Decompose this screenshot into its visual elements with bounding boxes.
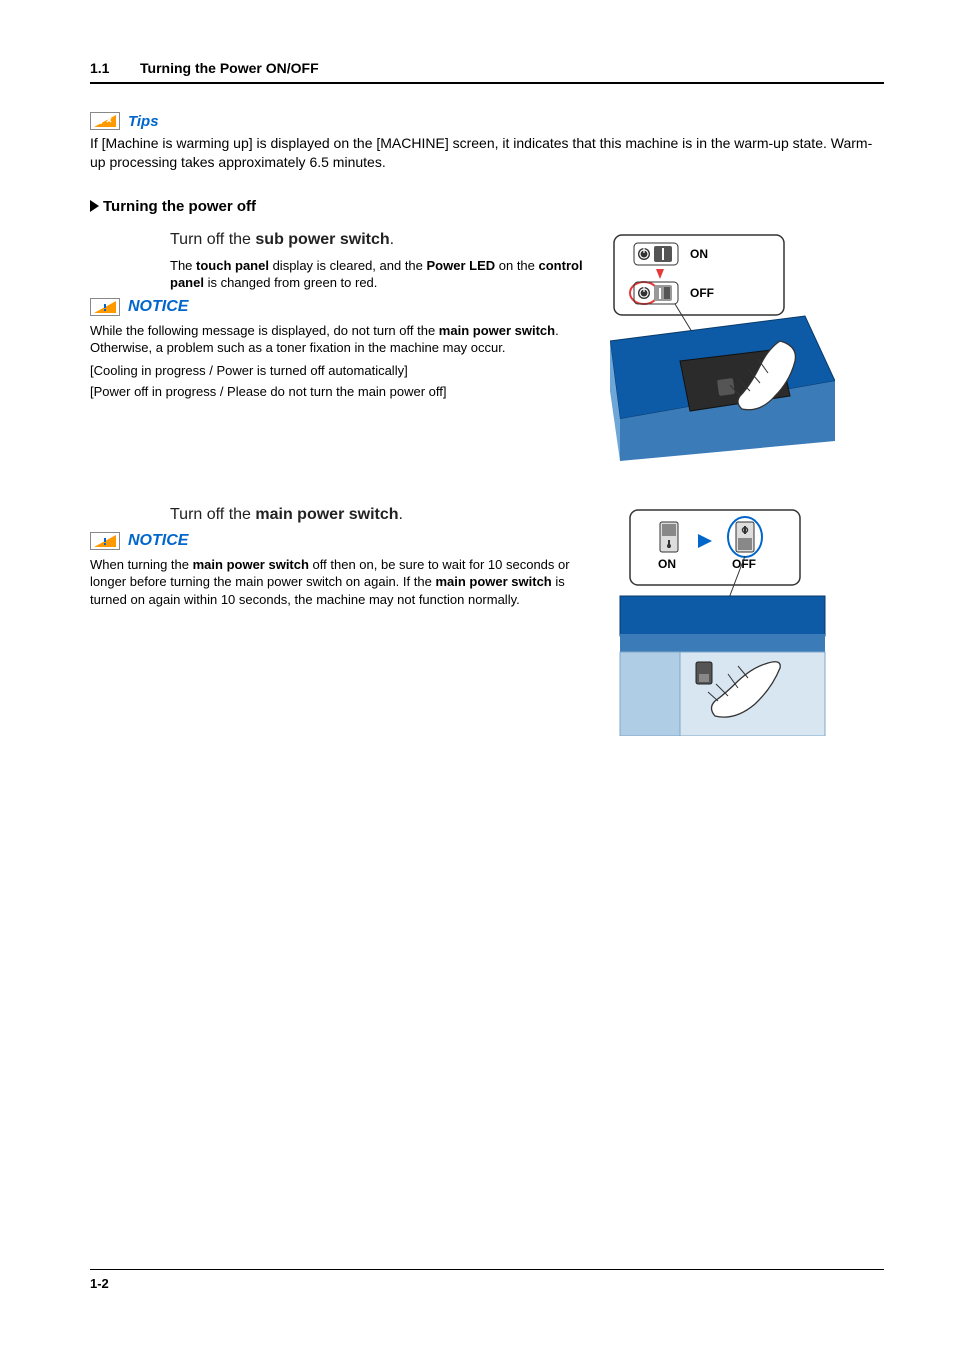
illus1-off-label: OFF xyxy=(690,286,714,300)
step2-notice-para: When turning the main power switch off t… xyxy=(90,556,590,609)
page-footer: 1-2 xyxy=(90,1269,884,1291)
step2-title: Turn off the main power switch. xyxy=(170,506,590,524)
section-arrow-icon xyxy=(90,200,99,212)
step1-notice-para: While the following message is displayed… xyxy=(90,322,590,357)
page-header: 1.1 Turning the Power ON/OFF xyxy=(90,60,884,84)
step1-notice-row: NOTICE xyxy=(90,298,590,316)
illus2-on-label: ON xyxy=(658,557,676,571)
illus1-on-label: ON xyxy=(690,247,708,261)
step2-illustration: ON OFF xyxy=(610,506,835,741)
step2-notice-row: NOTICE xyxy=(90,532,590,550)
step-2: Turn off the main power switch. NOTICE W… xyxy=(170,506,884,741)
tips-icon xyxy=(90,112,120,130)
header-section-title: Turning the Power ON/OFF xyxy=(140,60,884,76)
tips-label: Tips xyxy=(128,113,159,130)
step1-title: Turn off the sub power switch. xyxy=(170,231,590,249)
section-heading: Turning the power off xyxy=(90,198,884,215)
step1-illustration: ON OFF xyxy=(610,231,835,466)
notice-icon xyxy=(90,532,120,550)
step1-msg1: [Cooling in progress / Power is turned o… xyxy=(90,363,590,378)
notice-icon xyxy=(90,298,120,316)
tips-body: If [Machine is warming up] is displayed … xyxy=(90,134,884,172)
step1-notice-label: NOTICE xyxy=(128,298,188,316)
step2-notice-label: NOTICE xyxy=(128,532,188,550)
section-heading-text: Turning the power off xyxy=(103,198,256,215)
step1-msg2: [Power off in progress / Please do not t… xyxy=(90,384,590,399)
tips-row: Tips xyxy=(90,112,884,130)
page-number: 1-2 xyxy=(90,1276,109,1291)
header-section-number: 1.1 xyxy=(90,60,140,76)
step1-p1: The touch panel display is cleared, and … xyxy=(170,257,590,292)
step-1: Turn off the sub power switch. The touch… xyxy=(170,231,884,466)
